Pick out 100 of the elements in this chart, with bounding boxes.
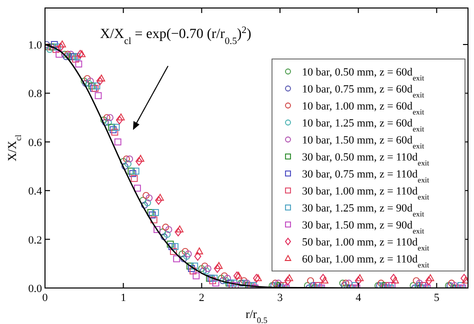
point [50,41,58,48]
y-tick-label: 0.2 [28,234,42,246]
point [391,276,399,284]
legend-label: 30 bar, 1.00 mm, z = 110d$_{exit}$ [302,186,430,201]
point [220,272,228,280]
point [124,160,132,168]
point [150,216,158,224]
point [75,60,82,68]
point [460,274,468,283]
point [148,212,156,218]
point [66,53,73,60]
point [110,126,117,134]
point [240,277,248,284]
point [416,280,423,287]
legend-label: 10 bar, 1.25 mm, z = 60d$_{exit}$ [302,118,425,133]
point [86,78,94,84]
x-axis-title: r/r$_{0.5}$ [246,307,268,324]
x-tick-label: 1 [120,292,126,304]
point [155,196,162,205]
point [378,280,384,287]
point [103,114,110,122]
point [147,209,154,216]
point [176,226,184,232]
point [62,53,70,60]
point [126,156,134,162]
point [136,154,144,162]
point [64,50,72,58]
point [339,280,346,287]
legend-label: 10 bar, 0.75 mm, z = 60d$_{exit}$ [302,84,425,99]
point [184,250,192,258]
point [190,268,196,274]
point [201,262,208,270]
point [214,264,221,273]
point [215,262,223,269]
point [85,80,92,87]
point [67,50,74,58]
point [132,168,140,175]
point [356,274,364,282]
point [180,255,188,262]
point [425,276,432,286]
point [174,228,182,236]
point [116,116,123,124]
point [233,271,240,280]
point [93,82,100,90]
point [342,280,350,287]
point [286,274,294,282]
point [82,80,90,87]
point [210,274,218,282]
legend-label: 10 bar, 1.00 mm, z = 60d$_{exit}$ [302,100,425,116]
point [272,280,279,287]
point [144,199,152,206]
point [162,224,170,231]
point [192,272,200,280]
point [80,78,88,84]
x-tick-label: 4 [356,292,362,304]
point [198,265,206,272]
legend-label: 50 bar, 1.00 mm, z = 110d$_{exit}$ [302,236,430,252]
point [98,74,106,82]
point [230,280,238,287]
point [253,274,260,283]
point [410,282,417,288]
y-tick-label: 0.4 [28,186,42,198]
point [108,124,116,131]
point [154,226,160,234]
point [159,228,166,236]
point [152,209,159,216]
point [173,255,180,262]
point [412,277,420,284]
point [117,114,125,120]
point [451,282,458,288]
point [123,156,130,162]
point [96,76,104,86]
point [219,277,226,284]
point [209,277,216,284]
point [194,252,202,261]
legend-label: 30 bar, 0.50 mm, z = 110d$_{exit}$ [302,152,430,167]
x-tick-label: 2 [198,292,204,304]
point [183,252,190,260]
point [142,192,150,199]
point [84,75,91,82]
legend-label: 30 bar, 0.75 mm, z = 110d$_{exit}$ [302,168,430,184]
point [320,276,328,284]
point [57,42,64,52]
point [160,233,168,240]
point [102,118,109,126]
point [188,265,195,272]
point [345,280,352,287]
point [136,157,142,166]
point [448,280,455,287]
point [112,124,120,131]
point [222,277,230,284]
point [202,268,210,274]
point [72,56,79,63]
point [120,158,127,165]
point [106,114,114,122]
point [354,276,362,286]
legend-label: 30 bar, 1.25 mm, z = 90d$_{exit}$ [302,202,425,218]
point [141,202,148,209]
point [94,92,102,100]
y-tick-label: 0.6 [28,136,42,149]
